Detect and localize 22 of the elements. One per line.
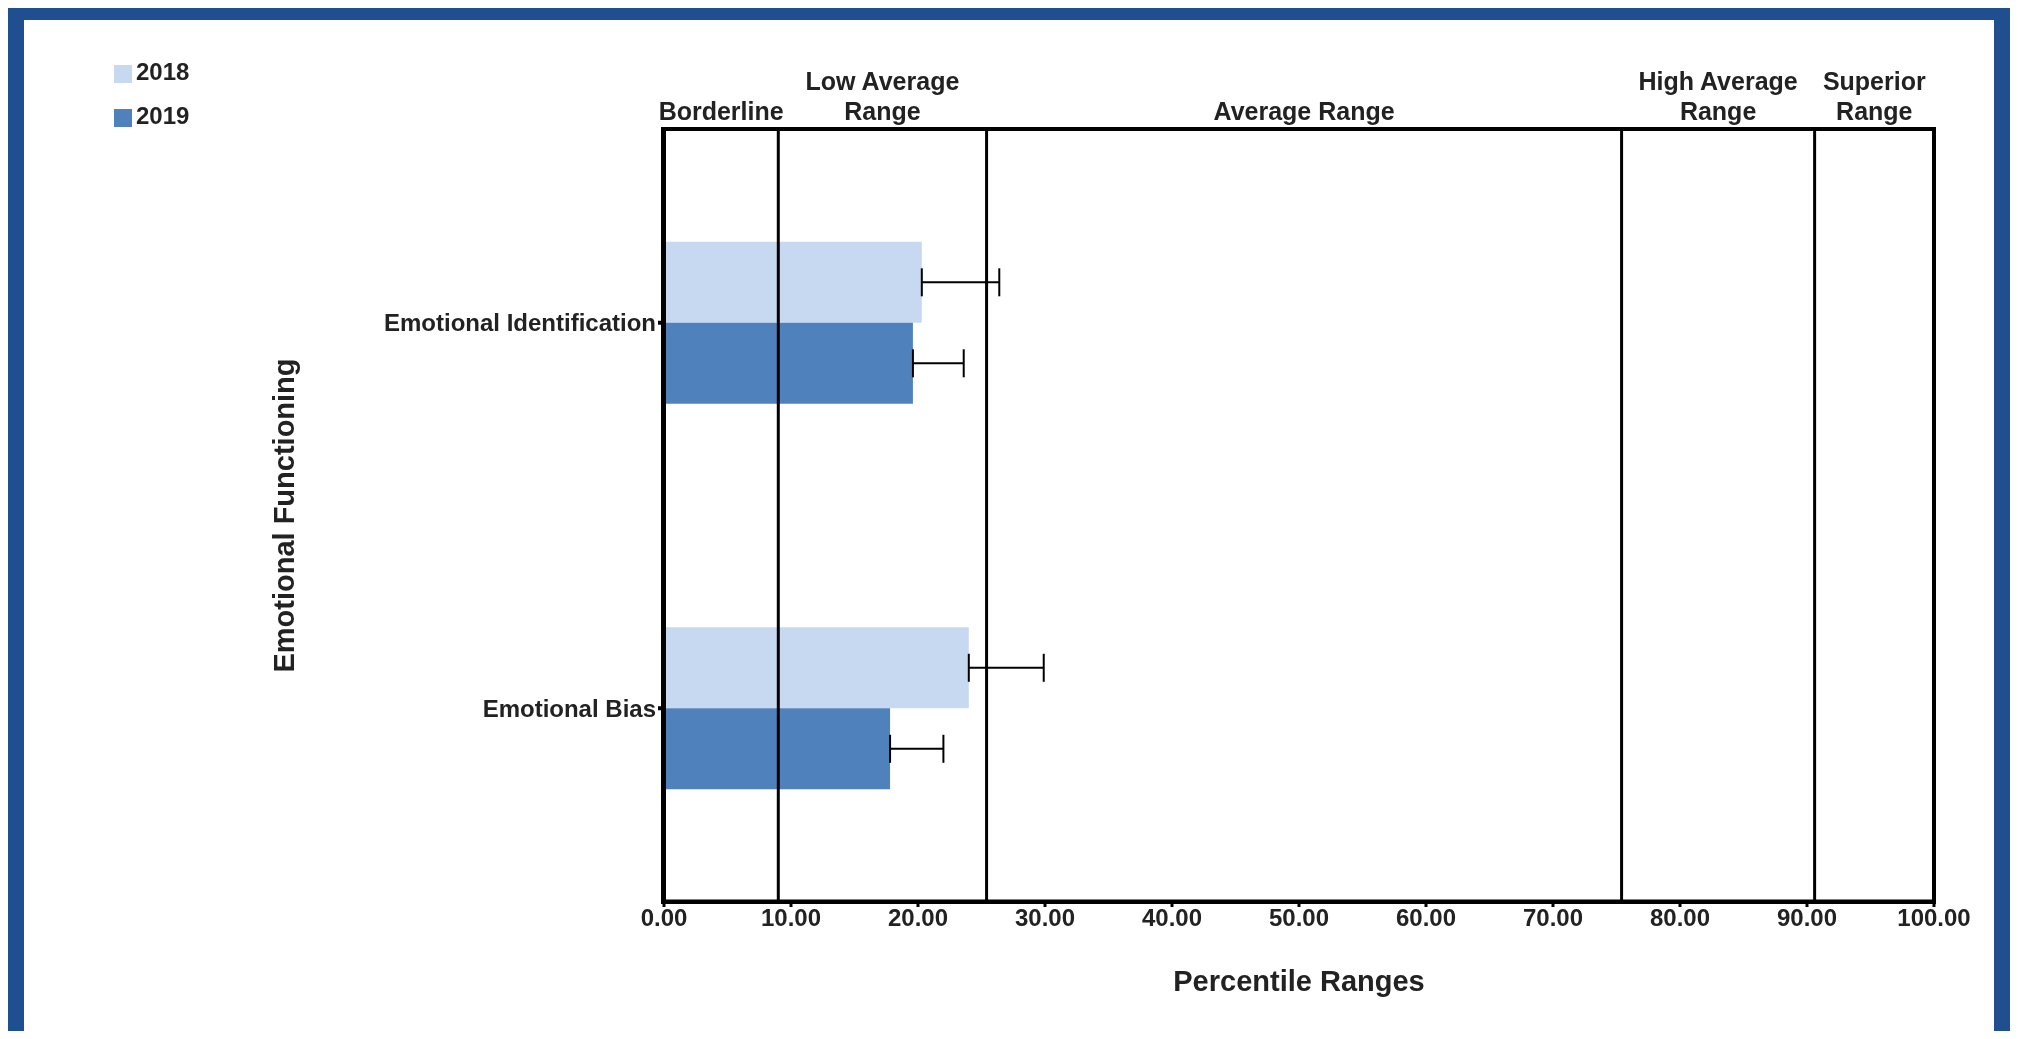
legend-label: 2019 (136, 102, 190, 129)
y-tick-label: Emotional Bias (482, 694, 656, 722)
x-tick-label: 50.00 (1268, 904, 1330, 932)
y-axis-title: Emotional Functioning (268, 358, 301, 673)
y-tick-label: Emotional Identification (383, 309, 656, 337)
x-tick-label: 70.00 (1522, 904, 1584, 932)
text: Low Average Range (805, 67, 960, 125)
x-tick-label: 60.00 (1395, 904, 1457, 932)
text: Average Range (1213, 97, 1395, 125)
x-tick-label: 100.00 (1897, 904, 1971, 932)
x-tick-label: 30.00 (1014, 904, 1076, 932)
x-tick-label: 10.00 (760, 904, 822, 932)
text: High Average Range (1638, 67, 1798, 125)
legend-label: 2018 (136, 58, 190, 85)
text: Borderline (658, 97, 784, 125)
x-tick-label: 80.00 (1649, 904, 1711, 932)
x-tick-label: 20.00 (887, 904, 949, 932)
x-tick-label: 0.00 (640, 904, 688, 932)
x-tick-label: 40.00 (1141, 904, 1203, 932)
text: Superior Range (1822, 67, 1926, 125)
x-axis-title: Percentile Ranges (1173, 965, 1425, 997)
x-tick-label: 90.00 (1776, 904, 1838, 932)
